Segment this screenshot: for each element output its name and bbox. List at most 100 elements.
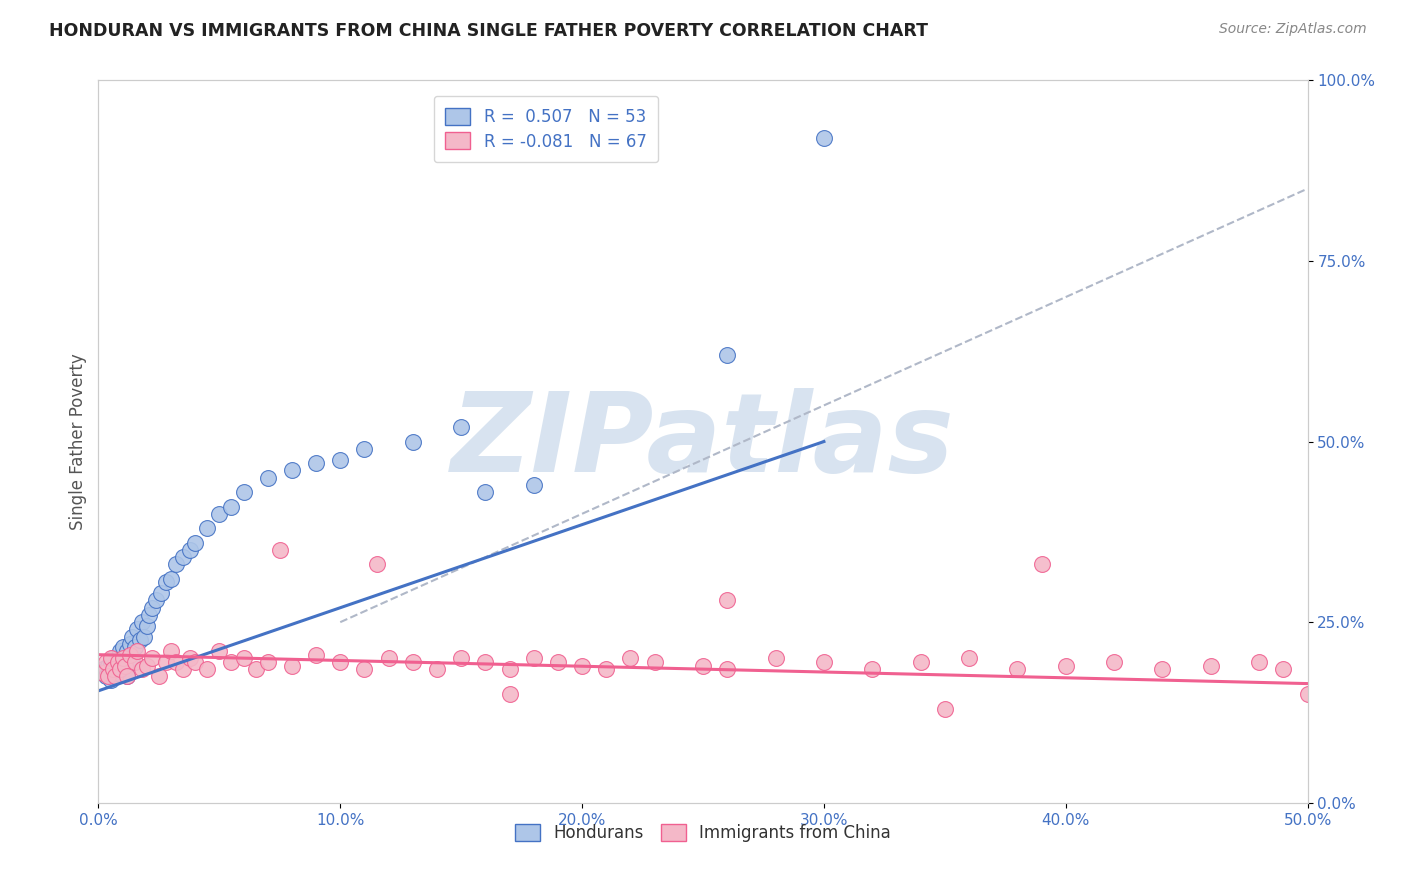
Point [474, 655, 496, 669]
Point [498, 687, 520, 701]
Point [131, 615, 153, 630]
Text: ZIPatlas: ZIPatlas [451, 388, 955, 495]
Point [155, 655, 177, 669]
Point [100, 673, 122, 687]
Point [523, 651, 546, 665]
Point [117, 669, 139, 683]
Point [114, 658, 136, 673]
Point [155, 575, 177, 590]
Point [1272, 662, 1295, 676]
Point [107, 655, 129, 669]
Point [1031, 558, 1053, 572]
Point [148, 669, 170, 683]
Point [135, 619, 157, 633]
Point [619, 651, 641, 665]
Point [910, 655, 932, 669]
Point [101, 651, 124, 665]
Point [100, 655, 122, 669]
Point [111, 651, 134, 665]
Point [305, 648, 328, 662]
Point [114, 655, 136, 669]
Point [124, 640, 146, 655]
Point [145, 593, 167, 607]
Point [329, 655, 352, 669]
Point [111, 658, 134, 673]
Point [1296, 687, 1319, 701]
Text: HONDURAN VS IMMIGRANTS FROM CHINA SINGLE FATHER POVERTY CORRELATION CHART: HONDURAN VS IMMIGRANTS FROM CHINA SINGLE… [49, 22, 928, 40]
Point [208, 507, 231, 521]
Point [121, 651, 143, 665]
Point [179, 651, 201, 665]
Point [127, 644, 149, 658]
Point [402, 434, 425, 449]
Legend: Hondurans, Immigrants from China: Hondurans, Immigrants from China [509, 817, 897, 848]
Point [117, 669, 139, 683]
Point [179, 542, 201, 557]
Point [1249, 655, 1271, 669]
Point [165, 655, 187, 669]
Point [813, 655, 835, 669]
Point [165, 558, 187, 572]
Point [232, 485, 254, 500]
Point [644, 655, 666, 669]
Point [108, 644, 131, 658]
Point [1199, 658, 1222, 673]
Point [256, 470, 278, 484]
Point [221, 500, 243, 514]
Point [195, 662, 218, 676]
Point [957, 651, 980, 665]
Point [172, 662, 194, 676]
Point [117, 644, 139, 658]
Point [716, 593, 738, 607]
Text: Source: ZipAtlas.com: Source: ZipAtlas.com [1219, 22, 1367, 37]
Point [135, 658, 157, 673]
Point [172, 550, 194, 565]
Point [281, 658, 304, 673]
Point [100, 651, 122, 665]
Point [765, 651, 787, 665]
Point [91, 662, 114, 676]
Point [97, 658, 120, 673]
Point [127, 623, 149, 637]
Point [498, 662, 520, 676]
Point [94, 655, 117, 669]
Point [104, 655, 127, 669]
Point [94, 669, 117, 683]
Point [353, 662, 375, 676]
Point [160, 572, 183, 586]
Point [245, 662, 267, 676]
Point [523, 478, 546, 492]
Point [150, 586, 173, 600]
Point [281, 463, 304, 477]
Point [121, 630, 143, 644]
Y-axis label: Single Father Poverty: Single Father Poverty [69, 353, 87, 530]
Point [716, 348, 738, 362]
Point [1152, 662, 1174, 676]
Point [208, 644, 231, 658]
Point [377, 651, 399, 665]
Point [1054, 658, 1077, 673]
Point [860, 662, 883, 676]
Point [692, 658, 714, 673]
Point [114, 662, 136, 676]
Point [221, 655, 243, 669]
Point [104, 669, 127, 683]
Point [934, 702, 956, 716]
Point [426, 662, 449, 676]
Point [160, 644, 183, 658]
Point [547, 655, 569, 669]
Point [104, 669, 127, 683]
Point [571, 658, 593, 673]
Point [107, 665, 129, 680]
Point [256, 655, 278, 669]
Point [107, 651, 129, 665]
Point [450, 420, 472, 434]
Point [366, 558, 388, 572]
Point [91, 665, 114, 680]
Point [595, 662, 617, 676]
Point [138, 607, 160, 622]
Point [128, 633, 150, 648]
Point [108, 662, 131, 676]
Point [184, 655, 207, 669]
Point [402, 655, 425, 669]
